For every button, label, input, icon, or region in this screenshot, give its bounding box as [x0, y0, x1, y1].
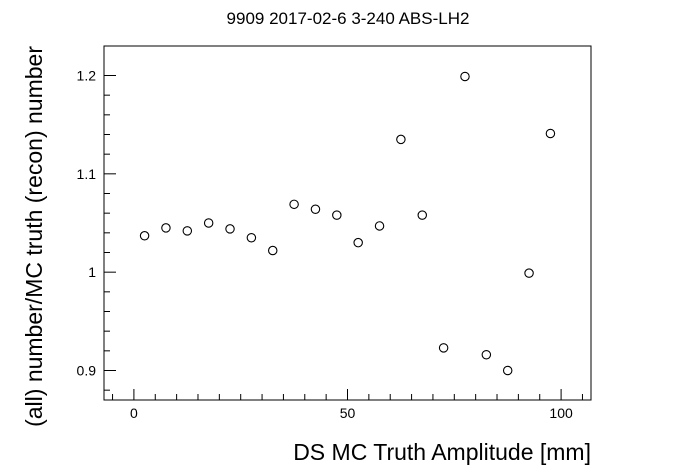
- data-point: [267, 245, 278, 256]
- plot-frame: [103, 45, 592, 401]
- data-point: [438, 343, 449, 353]
- data-point: [353, 237, 363, 248]
- data-point: [502, 365, 513, 376]
- data-point: [374, 221, 385, 231]
- data-point: [396, 134, 406, 145]
- x-axis-tick-labels: 0 50 100: [130, 405, 573, 421]
- data-point: [524, 268, 534, 278]
- data-point: [203, 218, 214, 228]
- y-tick-label: 1.2: [77, 68, 97, 84]
- data-point: [139, 231, 150, 241]
- data-point: [289, 199, 299, 210]
- data-point: [460, 71, 470, 82]
- data-point: [310, 204, 321, 214]
- data-points: [139, 71, 556, 376]
- chart-title: 9909 2017-02-6 3-240 ABS-LH2: [227, 9, 470, 28]
- data-point: [481, 350, 492, 360]
- x-axis-title: DS MC Truth Amplitude [mm]: [293, 439, 591, 465]
- data-point: [332, 210, 342, 220]
- data-point: [182, 226, 193, 236]
- data-point: [545, 128, 556, 139]
- y-tick-label: 1.1: [77, 166, 97, 182]
- y-axis-ticks: [104, 75, 116, 391]
- data-point: [225, 224, 235, 234]
- x-tick-label: 0: [130, 405, 138, 421]
- data-point: [161, 223, 171, 233]
- y-axis-tick-labels: 0.9 1 1.1 1.2: [77, 68, 97, 379]
- x-axis-ticks: [112, 389, 583, 400]
- x-tick-label: 100: [549, 405, 573, 421]
- y-tick-label: 0.9: [77, 363, 97, 379]
- data-point: [246, 233, 257, 243]
- y-tick-label: 1: [88, 264, 96, 280]
- x-tick-label: 50: [340, 405, 356, 421]
- data-point: [417, 210, 428, 220]
- y-axis-title: (all) number/MC truth (recon) number: [21, 46, 47, 427]
